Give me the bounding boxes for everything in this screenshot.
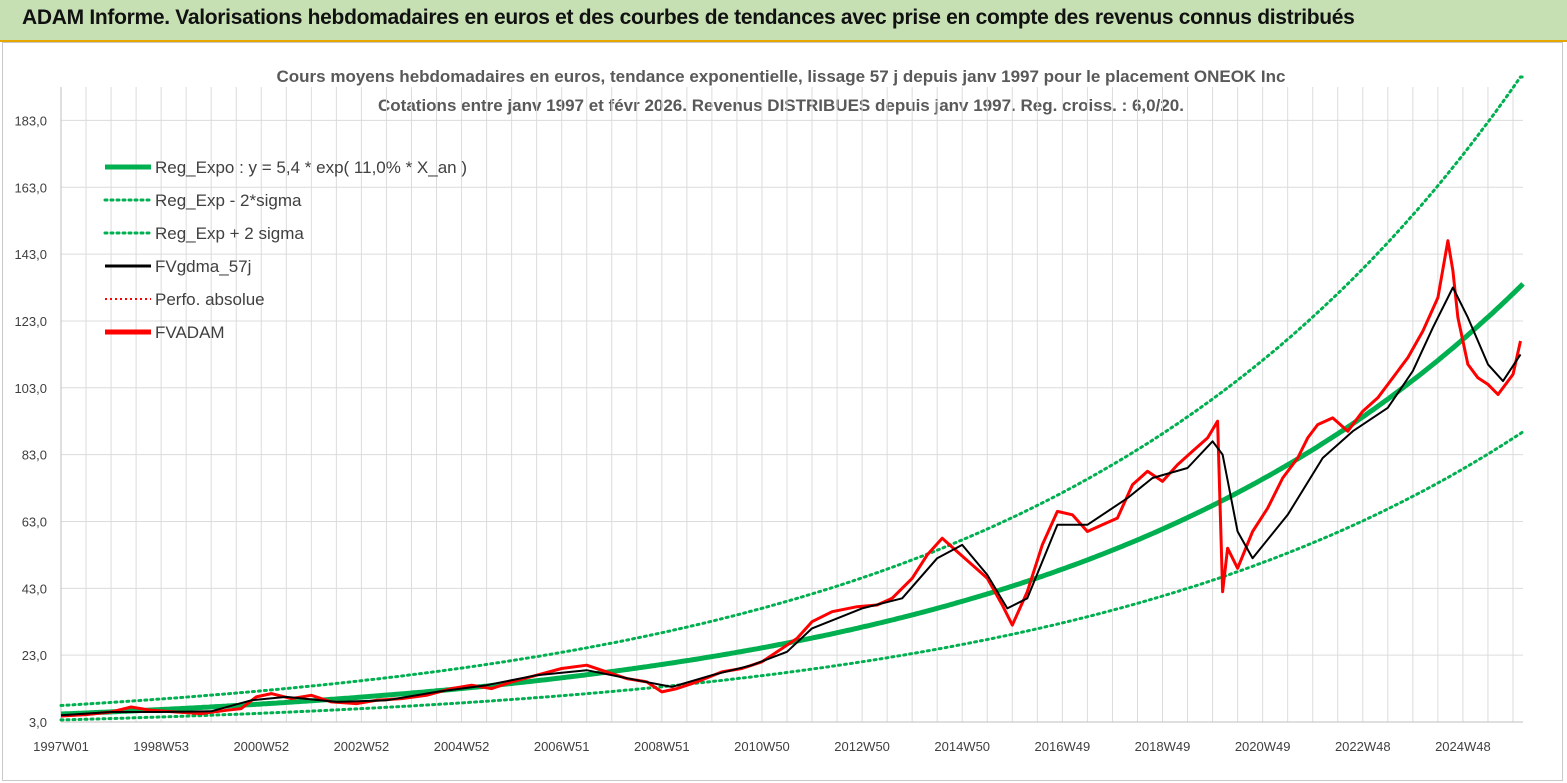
- x-tick-label: 2004W52: [434, 739, 490, 754]
- chart-title-line1: Cours moyens hebdomadaires en euros, ten…: [277, 67, 1286, 86]
- axes: 3,0 23,0 43,0 63,0 83,0 103,0 123,0 143,0 163,0 1…: [14, 87, 1523, 754]
- legend-label: FVgdma_57j: [155, 257, 251, 276]
- chart-frame: Cours moyens hebdomadaires en euros, ten…: [2, 42, 1563, 781]
- series-line-reg-expo: [60, 282, 1525, 717]
- y-tick-label: 43,0: [22, 581, 47, 596]
- chart-title-line2: Cotations entre janv 1997 et févr 2026. …: [378, 96, 1184, 115]
- y-tick-label: 103,0: [14, 381, 47, 396]
- x-tick-label: 2024W48: [1435, 739, 1491, 754]
- x-tick-label: 2020W49: [1235, 739, 1291, 754]
- x-tick-label: 2016W49: [1035, 739, 1091, 754]
- x-tick-label: 2006W51: [534, 739, 590, 754]
- legend-label: Reg_Exp - 2*sigma: [155, 191, 302, 210]
- x-tick-label: 1998W53: [133, 739, 189, 754]
- x-tick-label: 2022W48: [1335, 739, 1391, 754]
- series-line-fvgdma: [60, 286, 1522, 717]
- x-tick-label: 2014W50: [934, 739, 990, 754]
- x-tick-label: 2010W50: [734, 739, 790, 754]
- y-tick-label: 143,0: [14, 247, 47, 262]
- y-tick-label: 123,0: [14, 314, 47, 329]
- x-tick-label: 2000W52: [233, 739, 289, 754]
- series: [59, 75, 1525, 722]
- legend-label: Reg_Expo : y = 5,4 * exp( 11,0% * X_an ): [155, 158, 467, 177]
- x-tick-label: 2018W49: [1135, 739, 1191, 754]
- x-tick-label: 2008W51: [634, 739, 690, 754]
- x-tick-label: 2012W50: [834, 739, 890, 754]
- y-tick-label: 83,0: [22, 448, 47, 463]
- y-tick-label: 3,0: [29, 715, 47, 730]
- report-title: ADAM Informe. Valorisations hebdomadaire…: [22, 6, 1355, 29]
- legend-label: Reg_Exp + 2 sigma: [155, 224, 304, 243]
- y-tick-label: 23,0: [22, 648, 47, 663]
- gridlines: [60, 87, 1523, 723]
- y-tick-label: 183,0: [14, 113, 47, 128]
- series-line-minus-2-sigma: [59, 430, 1525, 722]
- chart-svg: Cours moyens hebdomadaires en euros, ten…: [14, 67, 1525, 754]
- series-line-plus-2-sigma: [59, 75, 1525, 707]
- x-tick-label: 2002W52: [334, 739, 390, 754]
- x-tick-label: 1997W01: [33, 739, 89, 754]
- legend-label: Perfo. absolue: [155, 290, 265, 309]
- report-header: ADAM Informe. Valorisations hebdomadaire…: [0, 0, 1567, 42]
- y-tick-label: 163,0: [14, 180, 47, 195]
- legend-label: FVADAM: [155, 323, 225, 342]
- legend: Reg_Expo : y = 5,4 * exp( 11,0% * X_an )…: [103, 158, 467, 342]
- y-tick-label: 63,0: [22, 514, 47, 529]
